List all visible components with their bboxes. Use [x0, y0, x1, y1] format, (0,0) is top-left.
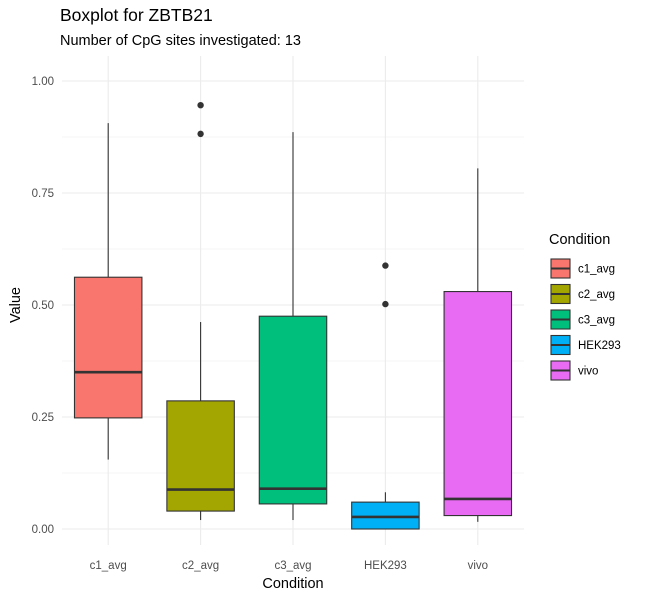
box-c3_avg: [258, 132, 328, 521]
box-c1_avg: [73, 123, 143, 460]
box-iqr: [258, 315, 328, 505]
box-HEK293: [351, 262, 420, 530]
outlier-point: [382, 262, 389, 269]
legend-item-HEK293: HEK293: [550, 334, 621, 356]
x-axis-title: Condition: [262, 576, 323, 592]
y-tick-label: 0.75: [32, 188, 54, 200]
x-tick-label: c1_avg: [90, 560, 127, 572]
y-tick-label: 1.00: [32, 76, 54, 88]
box-iqr: [166, 400, 235, 512]
legend-item-c2_avg: c2_avg: [550, 283, 615, 305]
legend-item-vivo: vivo: [550, 360, 598, 381]
legend-title: Condition: [549, 232, 610, 248]
boxes: [73, 101, 513, 530]
legend-label: HEK293: [578, 340, 621, 352]
box-vivo: [443, 168, 513, 522]
outlier-point: [197, 130, 204, 138]
outlier-point: [197, 101, 204, 109]
x-tick-label: c2_avg: [182, 560, 219, 572]
legend-label: vivo: [578, 366, 598, 378]
chart-subtitle: Number of CpG sites investigated: 13: [60, 33, 301, 49]
legend-label: c3_avg: [578, 315, 615, 327]
legend-item-c1_avg: c1_avg: [550, 258, 615, 279]
box-iqr: [73, 276, 143, 419]
box-iqr: [351, 501, 420, 530]
x-tick-label: c3_avg: [274, 560, 311, 572]
y-axis-title: Value: [8, 287, 24, 323]
legend-label: c2_avg: [578, 289, 615, 301]
y-tick-label: 0.00: [32, 524, 54, 536]
axes: 0.00 0.25 0.50 0.75 1.00 c1_avg c2_avg c3_avg HE…: [32, 76, 488, 572]
y-tick-label: 0.50: [32, 300, 54, 312]
legend-label: c1_avg: [578, 264, 615, 276]
box-c2_avg: [166, 101, 235, 521]
box-iqr: [443, 291, 513, 517]
x-tick-label: HEK293: [364, 560, 407, 572]
x-tick-label: vivo: [468, 560, 488, 572]
chart-title: Boxplot for ZBTB21: [60, 5, 213, 25]
legend-item-c3_avg: c3_avg: [550, 309, 615, 330]
legend: Condition c1_avg c2_avg c3_avg HEK293 vivo: [549, 232, 621, 381]
y-tick-label: 0.25: [32, 412, 54, 424]
outlier-point: [382, 300, 389, 308]
